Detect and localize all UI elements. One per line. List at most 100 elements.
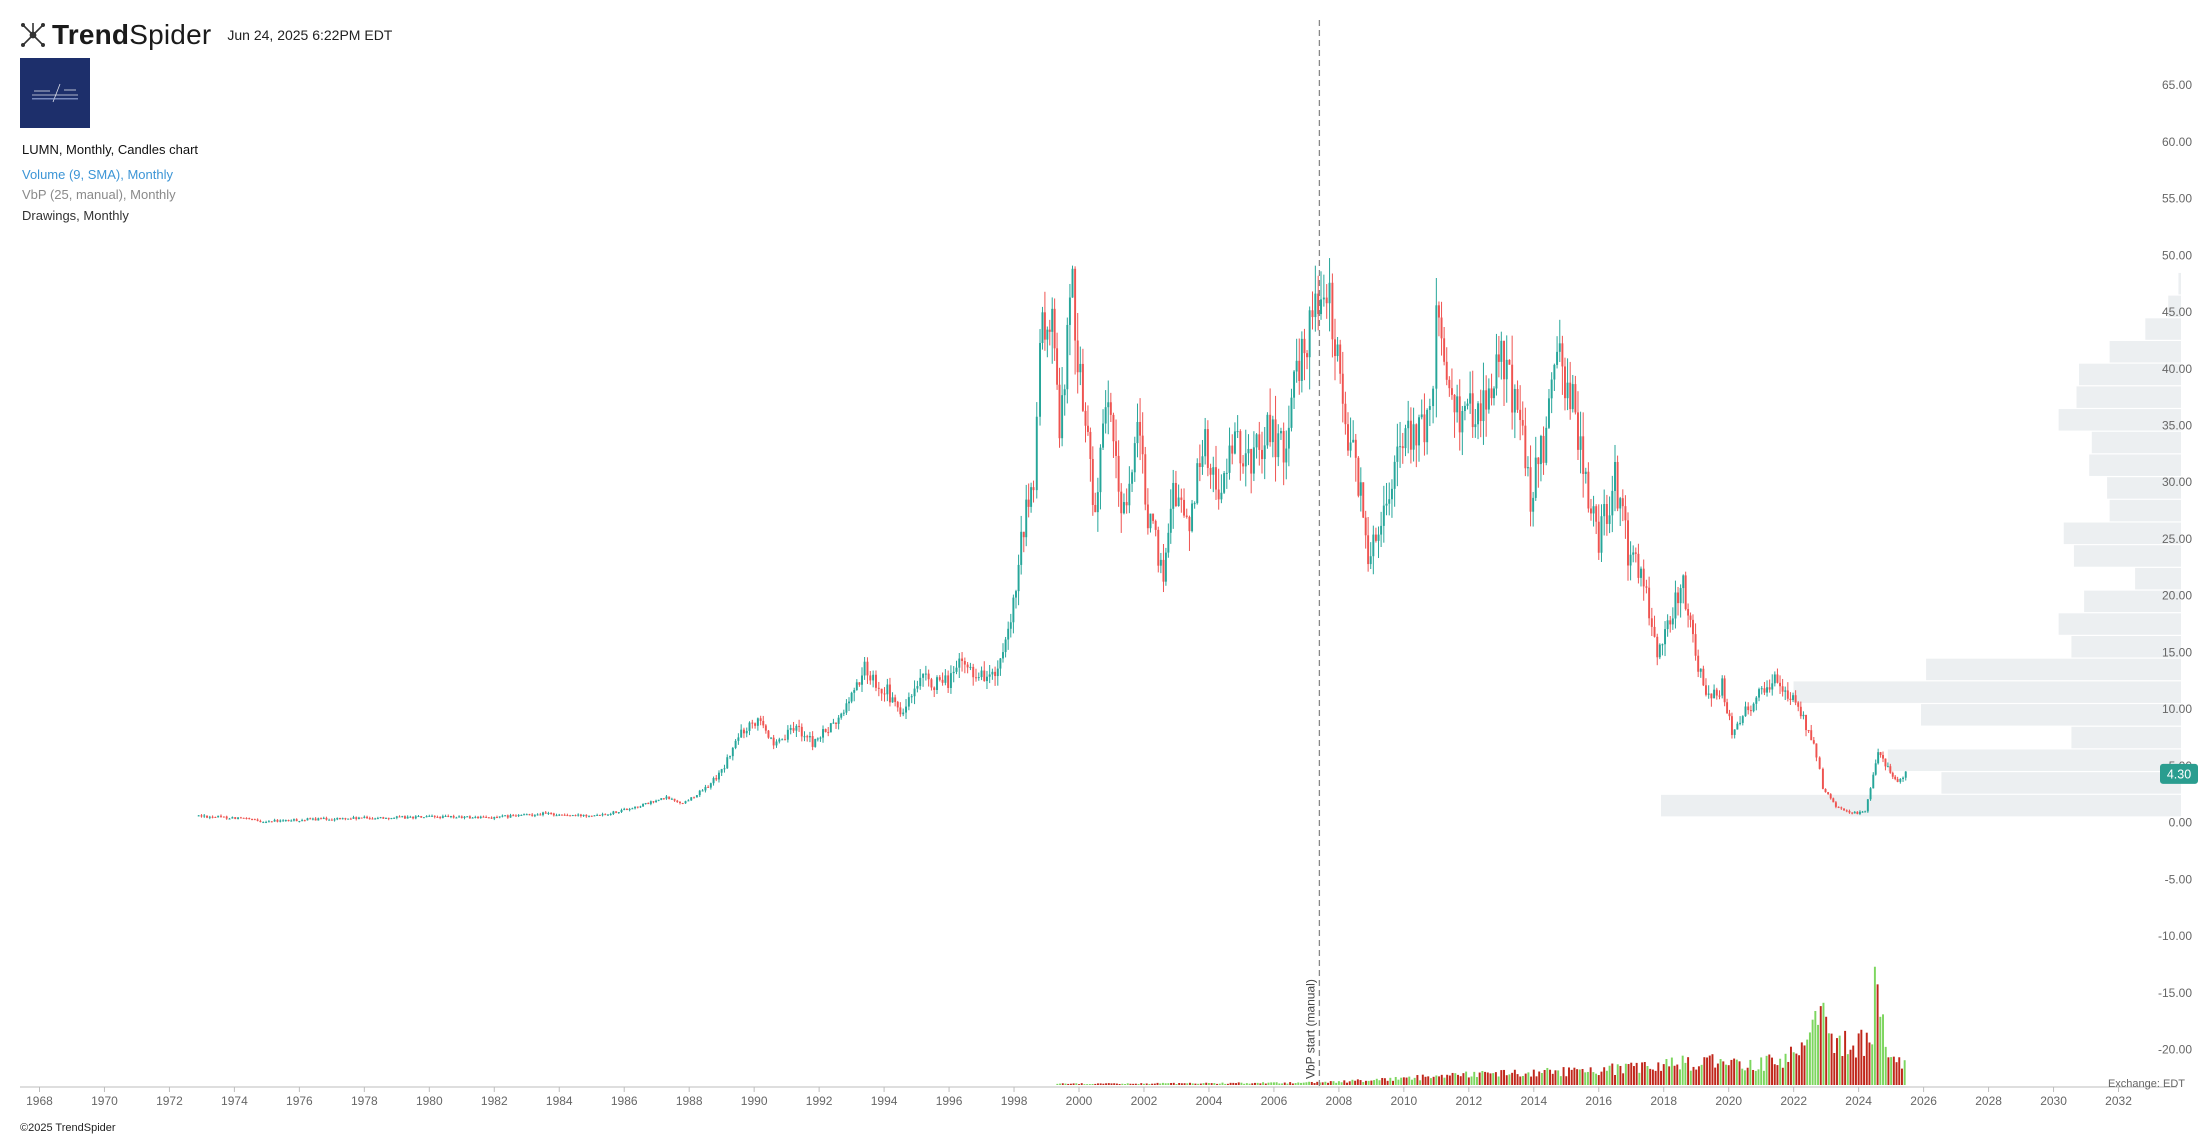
candle-body: [1815, 743, 1818, 758]
volume-bar: [1367, 1080, 1370, 1085]
legend-drawings[interactable]: Drawings, Monthly: [22, 207, 129, 223]
volume-bar: [1776, 1065, 1779, 1085]
legend-volume-indicator[interactable]: Volume (9, SMA), Monthly: [22, 166, 173, 182]
candle-body: [533, 815, 536, 817]
volume-bar: [1624, 1063, 1627, 1085]
candle-body: [1889, 766, 1892, 773]
candle-body: [1066, 324, 1069, 390]
x-tick-label: 2014: [1520, 1094, 1547, 1108]
candle-body: [1891, 772, 1894, 777]
candle-body: [1453, 394, 1456, 413]
candle-body: [991, 671, 994, 675]
vbp-bucket: [2109, 499, 2181, 522]
vbp-bucket: [1926, 658, 2181, 681]
candle-body: [449, 816, 452, 818]
candle-body: [875, 674, 877, 688]
candle-body: [1558, 343, 1561, 352]
candle-body: [1053, 308, 1056, 349]
candle-body: [1448, 379, 1451, 389]
volume-bar: [1884, 1046, 1887, 1085]
candle-body: [1325, 297, 1328, 304]
candle-body: [482, 816, 485, 818]
volume-bar: [1148, 1083, 1151, 1085]
volume-bar: [1332, 1081, 1335, 1085]
legend-main-series[interactable]: LUMN, Monthly, Candles chart: [22, 142, 199, 157]
candle-body: [506, 815, 509, 818]
candle-body: [1046, 329, 1049, 340]
volume-bar: [1882, 1014, 1884, 1085]
candle-body: [390, 818, 393, 820]
candle-body: [1341, 373, 1344, 404]
candle-body: [690, 797, 693, 801]
volume-bar: [1337, 1081, 1340, 1085]
candle-body: [1582, 436, 1585, 474]
candle-body: [1799, 706, 1802, 717]
volume-bar: [1619, 1065, 1622, 1085]
candle-body: [1832, 798, 1835, 803]
volume-bar: [1595, 1073, 1598, 1085]
volume-bar: [1857, 1033, 1860, 1085]
candle-body: [1022, 531, 1025, 538]
y-tick-label: 60.00: [2162, 135, 2192, 149]
volume-bar: [1500, 1070, 1503, 1085]
candle-body: [1603, 504, 1606, 517]
candle-body: [1174, 482, 1177, 507]
candle-body: [963, 660, 966, 665]
vbp-bucket: [2107, 477, 2181, 499]
x-tick-label: 1992: [806, 1094, 833, 1108]
candle-body: [704, 786, 707, 791]
candle-body: [612, 811, 615, 814]
y-tick-label: 40.00: [2162, 362, 2192, 376]
candle-body: [485, 816, 488, 818]
candle-body: [1167, 532, 1170, 553]
vbp-bucket: [1793, 681, 2181, 703]
candle-body: [298, 821, 301, 823]
candle-body: [1519, 409, 1522, 421]
volume-bar: [1876, 984, 1879, 1085]
volume-bar: [1170, 1083, 1173, 1085]
candle-body: [1627, 520, 1629, 566]
volume-bar: [1540, 1072, 1543, 1085]
x-tick-label: 1990: [741, 1094, 768, 1108]
candle-body: [1728, 713, 1731, 717]
candle-body: [778, 739, 781, 742]
candle-body: [913, 688, 916, 697]
legend-vbp-indicator[interactable]: VbP (25, manual), Monthly: [22, 187, 176, 202]
volume-bar: [1370, 1080, 1373, 1085]
candle-body: [1159, 559, 1162, 566]
candle-body: [983, 670, 986, 682]
candle-body: [1266, 414, 1269, 446]
volume-bar: [1638, 1072, 1641, 1085]
candle-body: [620, 809, 623, 813]
candle-body: [1739, 722, 1742, 724]
volume-bar: [1481, 1070, 1484, 1085]
candle-body: [988, 674, 991, 677]
candle-body: [1094, 504, 1097, 513]
volume-bar: [1608, 1065, 1611, 1085]
volume-bar: [1900, 1068, 1903, 1085]
candle-body: [1632, 552, 1635, 555]
candle-body: [1002, 652, 1004, 659]
candle-body: [1212, 467, 1215, 475]
candle-body: [317, 818, 320, 821]
candle-body: [1697, 655, 1700, 672]
volume-bar: [1730, 1059, 1733, 1085]
candle-body: [1810, 730, 1813, 741]
candle-body: [417, 816, 420, 818]
candle-body: [479, 816, 482, 819]
candle-body: [1115, 441, 1118, 456]
volume-bar: [1286, 1083, 1289, 1085]
volume-bar: [1863, 1055, 1866, 1085]
candle-body: [1687, 609, 1690, 616]
candle-body: [822, 729, 825, 738]
candle-body: [1102, 423, 1105, 448]
volume-bar: [1343, 1080, 1346, 1085]
candle-body: [1490, 388, 1493, 399]
volume-bar: [1630, 1062, 1633, 1085]
volume-bar: [1164, 1083, 1167, 1085]
volume-bar: [1362, 1082, 1365, 1085]
candle-body: [371, 818, 374, 820]
volume-bar: [1708, 1055, 1711, 1085]
candle-body: [1471, 393, 1474, 428]
